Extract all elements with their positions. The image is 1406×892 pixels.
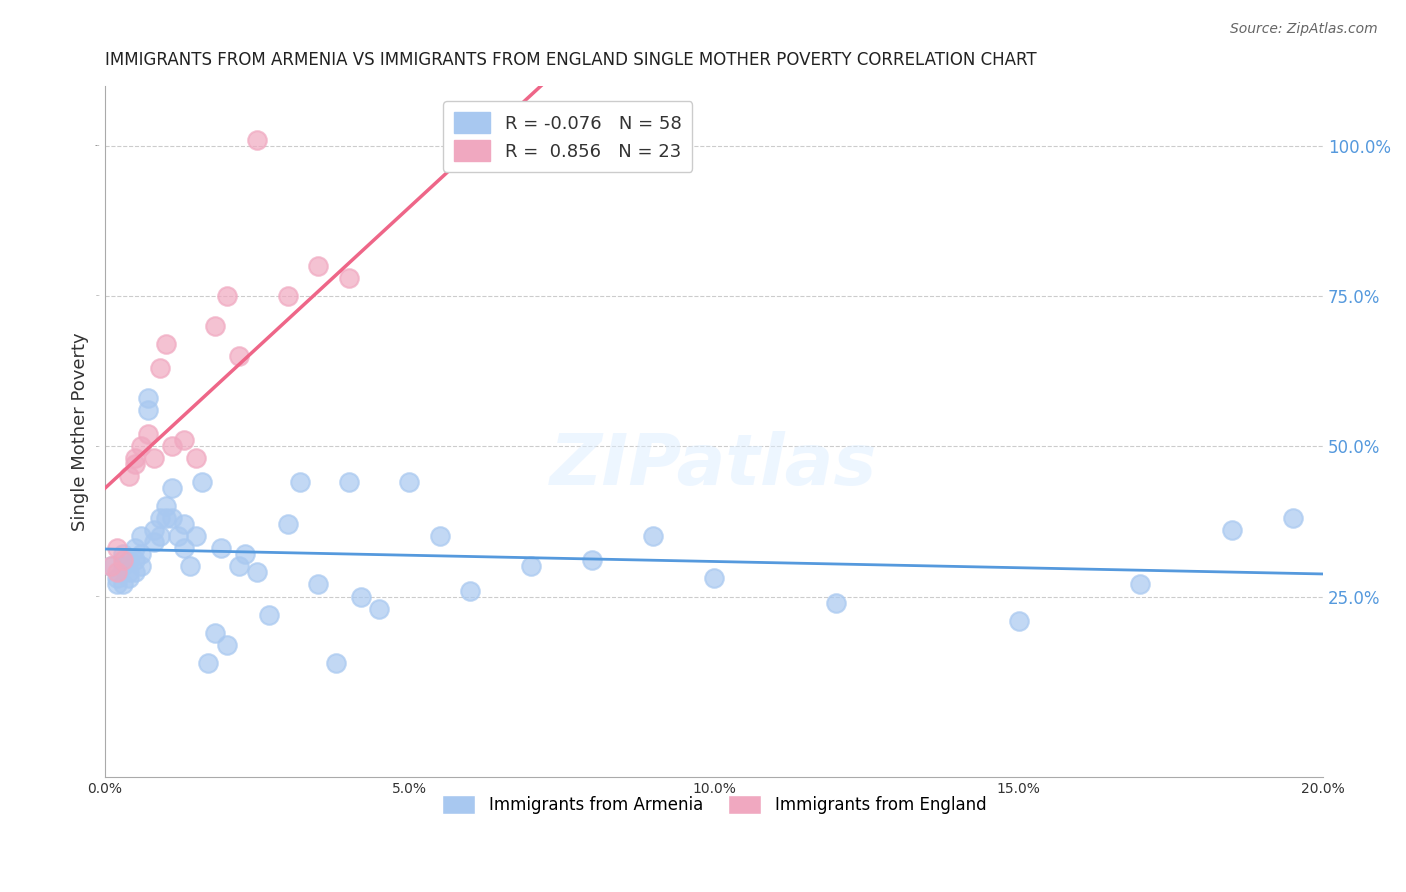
Point [105,572,128,586]
Point [1281,511,1303,525]
Point [149,361,172,376]
Point [204,318,226,333]
Point [173,541,195,556]
Point [186,529,208,543]
Point [246,566,269,580]
Point [337,475,360,490]
Point [368,601,391,615]
Point [325,656,347,670]
Point [136,391,159,405]
Point [155,511,177,525]
Point [118,572,141,586]
Point [167,529,190,543]
Point [520,559,543,574]
Point [160,481,183,495]
Point [173,434,195,448]
Point [142,451,165,466]
Point [155,337,177,351]
Point [105,577,128,591]
Point [350,590,373,604]
Point [105,541,128,556]
Point [136,403,159,417]
Point [149,511,172,525]
Legend: Immigrants from Armenia, Immigrants from England: Immigrants from Armenia, Immigrants from… [432,785,995,824]
Point [160,439,183,453]
Point [124,553,146,567]
Point [118,566,141,580]
Point [1007,614,1029,628]
Point [204,625,226,640]
Point [105,566,128,580]
Point [131,559,153,574]
Point [259,607,281,622]
Point [215,289,238,303]
Point [233,548,256,562]
Point [131,439,153,453]
Point [1129,577,1152,591]
Point [460,583,482,598]
Point [112,553,135,567]
Point [429,529,451,543]
Point [246,133,269,147]
Y-axis label: Single Mother Poverty: Single Mother Poverty [72,332,89,531]
Point [277,517,299,532]
Point [703,572,725,586]
Point [149,529,172,543]
Point [824,595,846,609]
Point [124,566,146,580]
Point [118,553,141,567]
Point [124,457,146,471]
Point [124,541,146,556]
Point [142,535,165,549]
Point [215,638,238,652]
Point [277,289,299,303]
Point [112,559,135,574]
Point [288,475,311,490]
Point [186,451,208,466]
Point [191,475,214,490]
Text: ZIPatlas: ZIPatlas [550,431,877,500]
Point [112,577,135,591]
Point [197,656,219,670]
Point [398,475,420,490]
Point [118,469,141,483]
Point [581,553,603,567]
Point [100,559,122,574]
Point [307,259,329,273]
Point [131,529,153,543]
Point [136,427,159,442]
Point [337,271,360,285]
Point [307,577,329,591]
Point [173,517,195,532]
Point [209,541,232,556]
Point [179,559,201,574]
Point [1220,524,1243,538]
Point [155,500,177,514]
Point [142,524,165,538]
Point [160,511,183,525]
Text: IMMIGRANTS FROM ARMENIA VS IMMIGRANTS FROM ENGLAND SINGLE MOTHER POVERTY CORRELA: IMMIGRANTS FROM ARMENIA VS IMMIGRANTS FR… [105,51,1036,69]
Point [100,559,122,574]
Point [131,548,153,562]
Text: Source: ZipAtlas.com: Source: ZipAtlas.com [1230,22,1378,37]
Point [228,349,250,363]
Point [581,138,603,153]
Point [643,529,665,543]
Point [124,451,146,466]
Point [228,559,250,574]
Point [112,548,135,562]
